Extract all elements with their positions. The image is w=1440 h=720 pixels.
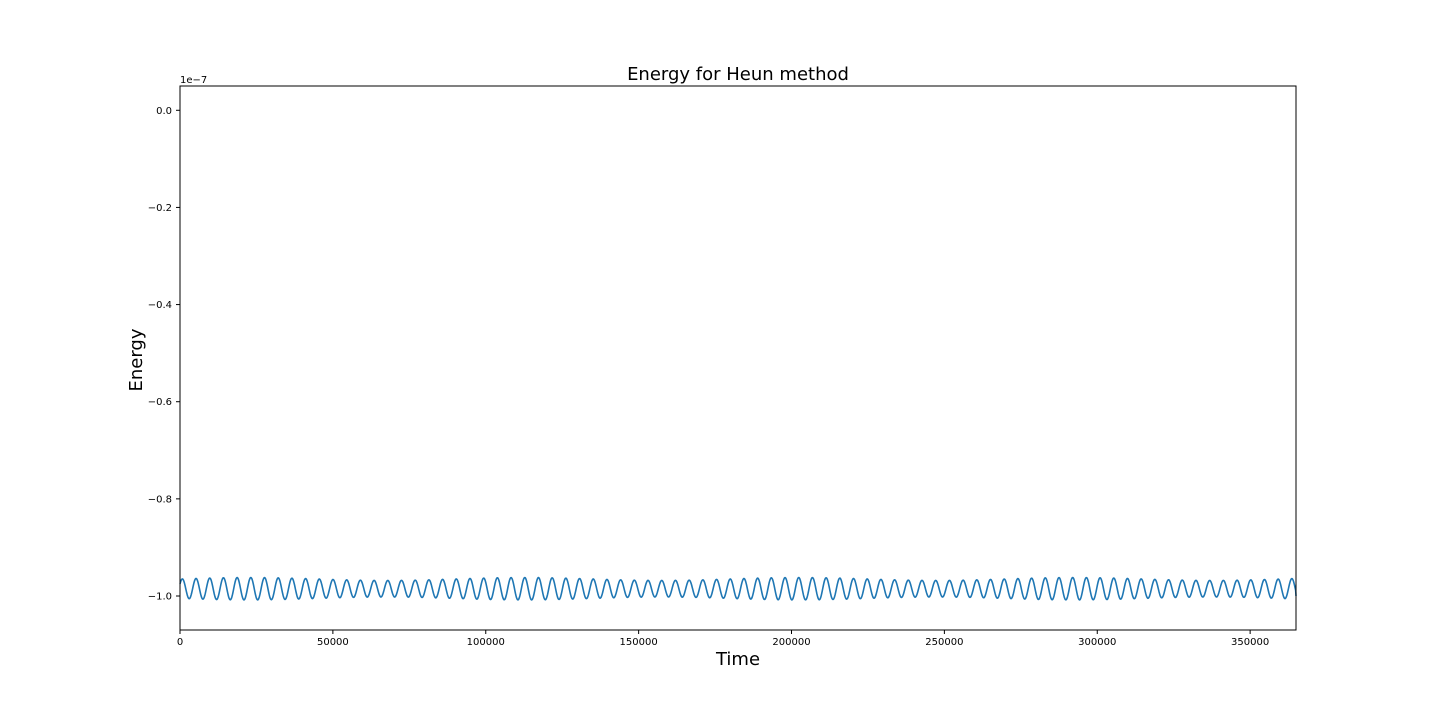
x-tick-label: 350000 bbox=[1231, 637, 1269, 648]
y-axis-label: Energy bbox=[126, 328, 147, 391]
y-tick-label: −0.2 bbox=[148, 203, 172, 214]
x-tick-label: 0 bbox=[177, 637, 183, 648]
y-tick-label: −0.4 bbox=[148, 300, 172, 311]
x-tick-label: 150000 bbox=[620, 637, 658, 648]
x-tick-label: 100000 bbox=[467, 637, 505, 648]
y-tick-label: −0.8 bbox=[148, 494, 172, 505]
chart-title: Energy for Heun method bbox=[627, 64, 849, 85]
energy-series-line bbox=[179, 576, 1297, 601]
x-axis-label: Time bbox=[715, 649, 760, 670]
y-offset-label: 1e−7 bbox=[180, 75, 207, 86]
y-tick-label: −1.0 bbox=[148, 592, 172, 603]
x-tick-label: 200000 bbox=[772, 637, 810, 648]
plot-frame bbox=[179, 85, 1297, 631]
x-tick-label: 300000 bbox=[1078, 637, 1116, 648]
y-tick-label: −0.6 bbox=[148, 397, 172, 408]
x-tick-label: 50000 bbox=[317, 637, 349, 648]
x-tick-label: 250000 bbox=[925, 637, 963, 648]
y-axis-ticks: 0.0 −0.2 −0.4 −0.6 −0.8 −1.0 bbox=[148, 106, 180, 603]
y-tick-label: 0.0 bbox=[156, 106, 172, 117]
x-axis-ticks: 0 50000 100000 150000 200000 250000 300000 3500… bbox=[177, 630, 1269, 648]
